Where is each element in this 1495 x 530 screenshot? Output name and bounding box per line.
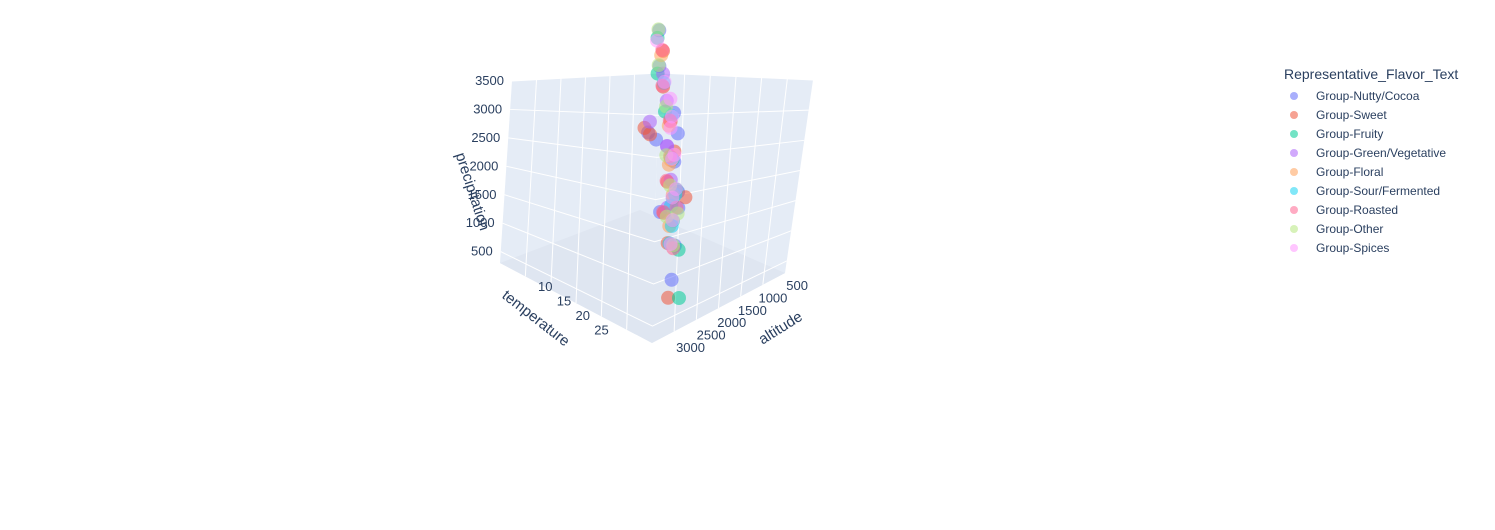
x-tick-label: 3000 [676,340,705,355]
legend-label: Group-Sour/Fermented [1316,183,1441,198]
data-point[interactable] [651,22,666,37]
z-tick-label: 1500 [468,187,497,202]
legend-item[interactable]: Group-Green/Vegetative [1284,143,1458,162]
legend-item[interactable]: Group-Other [1284,219,1458,238]
legend-items: Group-Nutty/Cocoa Group-Sweet Group-Fruity… [1284,86,1458,257]
alt-gridline [740,77,763,297]
z-tick-label: 500 [471,244,493,259]
data-point[interactable] [665,213,680,228]
alt-gridline [695,75,711,320]
legend-item[interactable]: Group-Sweet [1284,105,1458,124]
scene-points [637,22,693,305]
legend-item[interactable]: Group-Floral [1284,162,1458,181]
legend-label: Group-Other [1316,221,1384,236]
legend-marker [1290,110,1298,119]
y-tick-label: 15 [557,293,571,308]
data-point[interactable] [663,120,678,135]
legend-label: Group-Fruity [1316,126,1384,141]
scene-back [500,72,814,343]
legend-marker [1290,167,1298,176]
legend-marker [1290,148,1298,157]
x-tick-label: 2000 [717,315,746,330]
data-point[interactable] [657,74,672,89]
y-tick-label: 25 [594,322,608,337]
legend-label: Group-Nutty/Cocoa [1316,88,1420,103]
x-tick-label: 1000 [758,290,787,305]
legend-item[interactable]: Group-Spices [1284,238,1458,257]
legend-marker [1290,205,1298,214]
z-tick-label: 2500 [471,130,500,145]
temp-gridline [524,79,537,277]
legend: Representative_Flavor_Text Group-Nutty/C… [1284,66,1458,257]
temp-gridline [550,78,562,290]
temp-gridline [575,76,586,304]
legend-marker [1290,224,1298,233]
x-tick-label: 1500 [738,303,767,318]
data-point[interactable] [651,58,666,73]
z-tick-label: 3500 [475,73,504,88]
legend-label: Group-Spices [1316,240,1390,255]
alt-gridline [718,76,737,309]
data-point[interactable] [643,127,657,142]
y-tick-label: 10 [538,279,552,294]
data-point[interactable] [667,147,682,162]
data-point[interactable] [663,237,678,252]
floor-pane [500,210,785,343]
y-tick-label: 20 [576,308,590,323]
data-point[interactable] [661,290,676,305]
data-point[interactable] [650,33,665,48]
z-tick-label: 3000 [473,101,502,116]
data-point[interactable] [663,91,678,106]
z-tick-label: 2000 [469,158,498,173]
data-point[interactable] [672,291,686,305]
temp-gridline [626,74,635,330]
x-tick-label: 500 [786,278,808,293]
legend-label: Group-Roasted [1316,202,1399,217]
legend-label: Group-Green/Vegetative [1316,145,1447,160]
legend-item[interactable]: Group-Fruity [1284,124,1458,143]
legend-item[interactable]: Group-Nutty/Cocoa [1284,86,1458,105]
legend-marker [1290,186,1298,195]
data-point[interactable] [642,114,657,129]
legend-item[interactable]: Group-Roasted [1284,200,1458,219]
legend-item[interactable]: Group-Sour/Fermented [1284,181,1458,200]
legend-label: Group-Sweet [1316,107,1387,122]
data-point[interactable] [665,190,680,205]
temp-gridline [600,75,611,317]
data-point[interactable] [664,272,679,287]
z-tick-label: 1000 [466,215,495,230]
alt-gridline [762,78,788,285]
data-point[interactable] [665,109,679,124]
legend-title: Representative_Flavor_Text [1284,66,1459,82]
legend-marker [1290,129,1298,138]
x-tick-label: 2500 [697,328,726,343]
legend-marker [1290,91,1298,100]
legend-label: Group-Floral [1316,164,1384,179]
legend-marker [1290,243,1298,252]
